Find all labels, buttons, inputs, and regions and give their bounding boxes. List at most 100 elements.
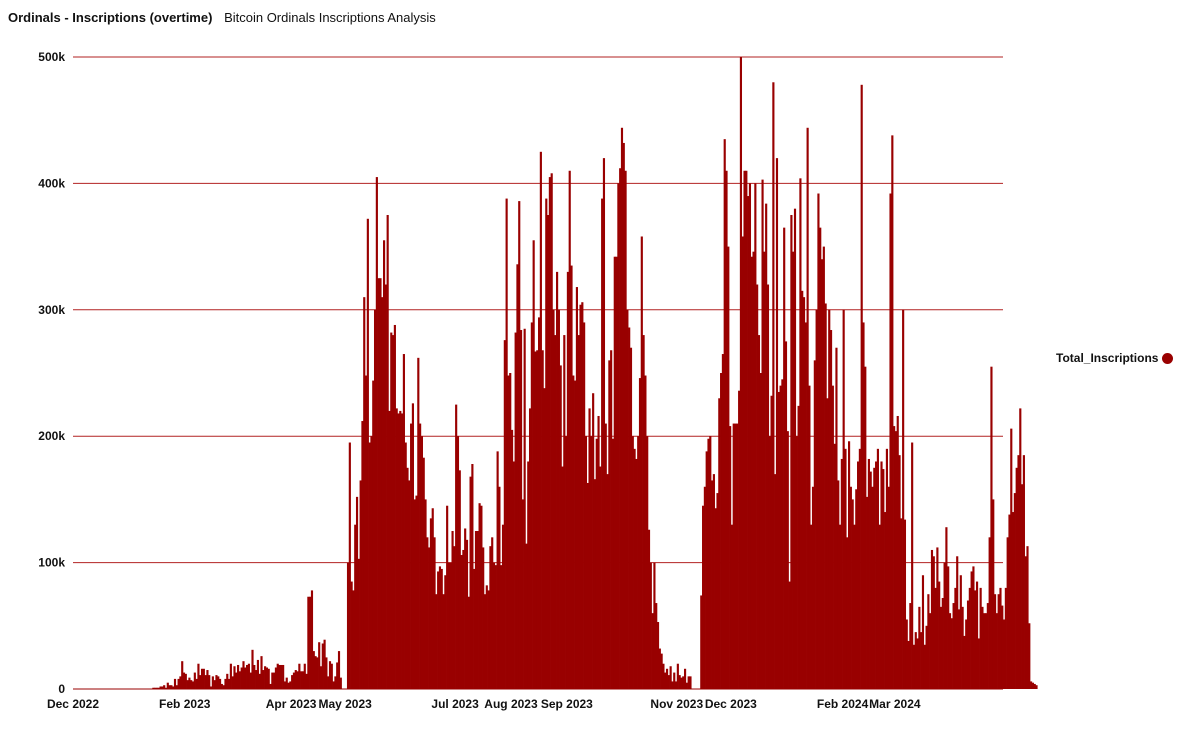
bar[interactable] (460, 555, 463, 689)
bar[interactable] (992, 499, 995, 689)
bar[interactable] (395, 408, 398, 689)
bar[interactable] (885, 448, 888, 689)
bar[interactable] (242, 661, 245, 689)
bar[interactable] (258, 673, 261, 689)
bar[interactable] (547, 215, 550, 689)
bar[interactable] (291, 675, 294, 689)
bar[interactable] (352, 590, 355, 689)
bar[interactable] (894, 431, 898, 689)
bar[interactable] (848, 441, 851, 689)
bar[interactable] (581, 302, 584, 689)
bar[interactable] (811, 486, 815, 689)
bar[interactable] (415, 495, 418, 689)
bar[interactable] (498, 486, 501, 689)
bar[interactable] (797, 405, 800, 689)
bar[interactable] (503, 340, 506, 689)
bar[interactable] (154, 687, 157, 689)
bar[interactable] (552, 309, 555, 689)
bar[interactable] (401, 413, 404, 689)
bar[interactable] (835, 347, 838, 689)
bar[interactable] (217, 676, 220, 689)
bar[interactable] (354, 524, 357, 689)
bar[interactable] (898, 455, 901, 689)
bar[interactable] (638, 378, 642, 689)
bar[interactable] (997, 594, 1000, 689)
bar[interactable] (1035, 685, 1038, 689)
bar[interactable] (215, 675, 218, 689)
bar[interactable] (842, 309, 845, 689)
bar[interactable] (665, 668, 669, 689)
bar[interactable] (458, 470, 461, 689)
bar[interactable] (631, 436, 634, 689)
bar[interactable] (790, 215, 793, 689)
bar[interactable] (426, 537, 429, 689)
bar[interactable] (253, 664, 256, 689)
bar[interactable] (932, 556, 935, 689)
bar[interactable] (550, 173, 553, 690)
bar[interactable] (995, 613, 998, 689)
bar[interactable] (647, 529, 651, 689)
bar[interactable] (721, 354, 724, 689)
bar[interactable] (993, 594, 997, 689)
bar[interactable] (572, 375, 575, 689)
bar[interactable] (278, 664, 281, 689)
bar[interactable] (514, 332, 517, 689)
bar[interactable] (658, 648, 661, 689)
bar[interactable] (334, 676, 337, 689)
bar[interactable] (689, 676, 692, 689)
bar[interactable] (388, 410, 391, 689)
bar[interactable] (532, 240, 535, 689)
bar[interactable] (766, 284, 770, 689)
bar[interactable] (348, 442, 351, 689)
bar[interactable] (918, 606, 921, 689)
bar[interactable] (455, 404, 458, 689)
bar[interactable] (273, 672, 276, 689)
bar[interactable] (402, 354, 405, 689)
bar[interactable] (249, 672, 252, 689)
chart-legend[interactable]: Total_Inscriptions (1056, 351, 1174, 365)
bar[interactable] (235, 672, 238, 689)
bar[interactable] (574, 380, 577, 689)
bar[interactable] (312, 651, 315, 689)
bar[interactable] (292, 672, 296, 689)
bar[interactable] (727, 246, 730, 689)
bar[interactable] (965, 619, 968, 689)
bar[interactable] (646, 436, 649, 689)
bar[interactable] (287, 682, 290, 689)
bar[interactable] (676, 663, 679, 689)
bar[interactable] (730, 524, 733, 689)
bar[interactable] (316, 657, 319, 689)
bar[interactable] (539, 151, 542, 690)
bar[interactable] (723, 139, 726, 689)
bar[interactable] (970, 571, 973, 689)
bar[interactable] (163, 685, 166, 689)
bar[interactable] (296, 671, 299, 689)
bar[interactable] (283, 681, 287, 689)
bar[interactable] (611, 438, 615, 689)
bar[interactable] (429, 518, 433, 689)
bar[interactable] (768, 436, 771, 689)
bar[interactable] (656, 622, 660, 689)
bar[interactable] (651, 613, 654, 689)
bar[interactable] (977, 638, 980, 689)
bar[interactable] (981, 606, 984, 689)
bar[interactable] (491, 537, 494, 689)
bar[interactable] (152, 687, 155, 689)
bar[interactable] (428, 547, 431, 689)
bar[interactable] (510, 429, 514, 689)
bar[interactable] (1010, 428, 1013, 689)
bar[interactable] (390, 332, 393, 689)
bar[interactable] (447, 562, 451, 689)
bar[interactable] (478, 503, 481, 689)
bar[interactable] (399, 410, 402, 689)
bar[interactable] (422, 457, 425, 689)
bar[interactable] (231, 676, 234, 689)
bar[interactable] (765, 203, 768, 689)
bar[interactable] (172, 686, 175, 689)
bar[interactable] (840, 458, 843, 689)
bar[interactable] (330, 663, 333, 689)
bar[interactable] (734, 423, 737, 689)
bar[interactable] (712, 474, 715, 689)
bar[interactable] (177, 678, 180, 689)
bar[interactable] (613, 256, 616, 689)
